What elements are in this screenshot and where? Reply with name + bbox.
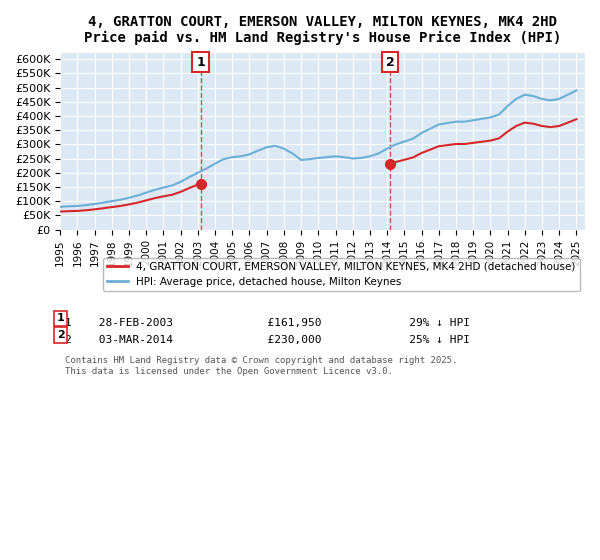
Text: 2: 2 [57, 330, 65, 340]
Legend: 4, GRATTON COURT, EMERSON VALLEY, MILTON KEYNES, MK4 2HD (detached house), HPI: : 4, GRATTON COURT, EMERSON VALLEY, MILTON… [103, 258, 580, 291]
Text: 1: 1 [196, 55, 205, 68]
Title: 4, GRATTON COURT, EMERSON VALLEY, MILTON KEYNES, MK4 2HD
Price paid vs. HM Land : 4, GRATTON COURT, EMERSON VALLEY, MILTON… [84, 15, 561, 45]
Text: 1    28-FEB-2003              £161,950             29% ↓ HPI: 1 28-FEB-2003 £161,950 29% ↓ HPI [65, 318, 470, 328]
Text: 1: 1 [57, 314, 65, 324]
Text: 2    03-MAR-2014              £230,000             25% ↓ HPI: 2 03-MAR-2014 £230,000 25% ↓ HPI [65, 335, 470, 345]
Text: Contains HM Land Registry data © Crown copyright and database right 2025.
This d: Contains HM Land Registry data © Crown c… [65, 356, 458, 376]
Text: 2: 2 [386, 55, 394, 68]
